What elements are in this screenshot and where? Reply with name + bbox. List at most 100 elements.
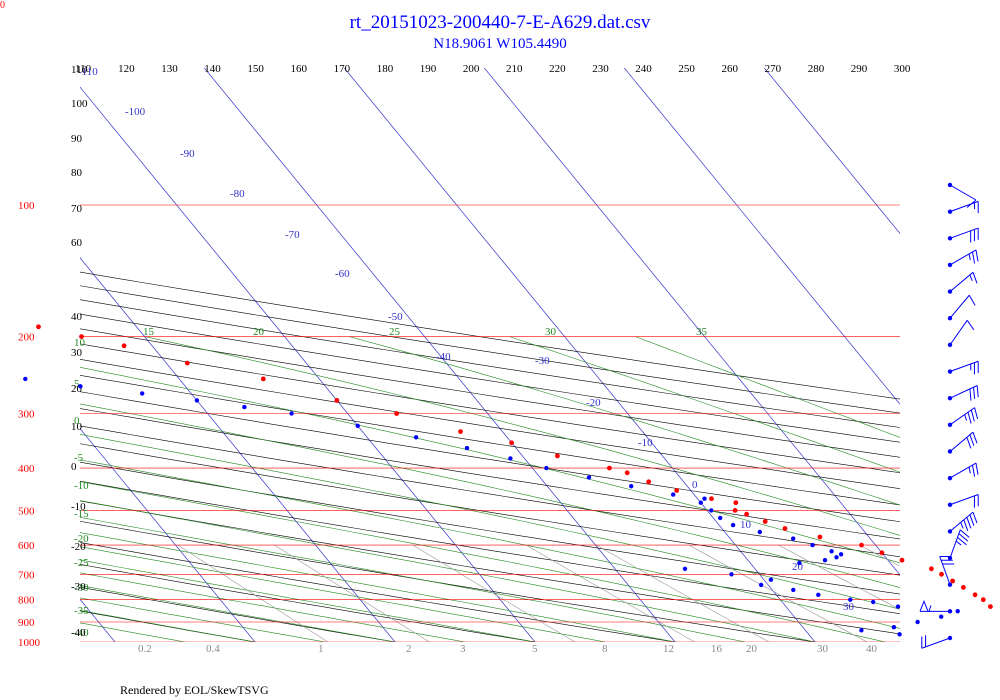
temperature-point [972,592,978,598]
wind-barb-flag [973,229,975,242]
dry-adiabat-line [80,564,537,642]
dewpoint-point [871,599,876,605]
wind-barb-staff [949,200,979,213]
wind-barb-staff [949,511,974,532]
pressure-tick-label: 900 [18,617,35,629]
wind-barb [919,600,953,614]
dewpoint-point [897,632,902,637]
wind-barb-staff [949,360,979,372]
pressure-tick-label: 200 [18,332,35,344]
dewpoint-point [955,609,960,614]
dewpoint-point [810,542,815,548]
potential-temperature-tick-label: 130 [161,63,178,75]
mixing-ratio-label: 0.2 [138,643,152,655]
moist-adiabat-line [80,597,326,642]
wind-barb-flag [976,385,979,398]
temperature-point [939,571,944,577]
dry-adiabat-line [80,520,817,642]
dry-adiabat-line [80,299,900,428]
pressure-tick-label: 700 [18,569,35,581]
isotherm-label: -10 [638,437,653,449]
wind-barb-flag [966,320,975,331]
dewpoint-point [729,572,734,577]
dry-adiabat-left-label: 20 [71,383,83,395]
moist-adiabat-line [80,585,396,642]
wind-barb-half-flag [964,414,968,421]
dewpoint-point [698,500,703,505]
mixing-ratio-label: 3 [460,643,466,655]
potential-temperature-tick-label: 260 [722,63,739,75]
dewpoint-point [355,423,360,428]
mixing-ratio-line [274,544,430,642]
dry-adiabat-line [80,610,257,642]
isotherm-label: -70 [285,229,300,241]
dewpoint-point [829,549,834,554]
dry-adiabat-left-label: 40 [71,311,83,323]
isotherm-label: -90 [180,148,195,160]
moist-adiabat-left-label: -10 [74,480,89,492]
wind-barb-half-flag [928,605,932,612]
isotherm-label: -40 [436,351,451,363]
dewpoint-point [895,604,901,609]
moist-adiabat-left-label: -35 [74,605,89,617]
dewpoint-point [242,404,247,410]
moist-adiabat-line [80,610,256,642]
mixing-ratio-line [596,544,770,642]
wind-barb-flag [939,556,952,558]
mixing-ratio-line [688,544,868,642]
temperature-point [607,465,612,471]
dry-adiabat-line [80,343,900,474]
dry-adiabat-line [80,425,900,558]
temperature-point [260,376,266,382]
moist-adiabat-line [80,532,676,642]
wind-barb-flag [969,434,975,446]
wind-barb-staff [949,249,977,266]
wind-barb-half-flag [968,253,971,261]
wind-barb-staff [949,227,979,239]
wind-barb [947,385,979,401]
mixing-ratio-line [177,544,329,642]
wind-barb-flag [972,251,976,264]
mixing-ratio-line [966,545,1000,642]
wind-barb [947,271,978,294]
wind-barb [947,529,970,561]
moist-adiabat-left-label: 5 [74,378,80,390]
temperature-point [899,557,905,563]
wind-barb-half-flag [968,467,971,474]
temperature-point [961,585,966,590]
temperature-point [121,343,127,349]
chart-title: rt_20151023-200440-7-E-A629.dat.csv [349,12,651,33]
wind-barb-flag [970,230,972,243]
temperature-point [36,324,41,330]
temperature-point [555,453,560,459]
wind-barb [921,635,953,649]
moist-adiabat-left-label: -25 [74,557,89,569]
dry-adiabat-line [80,500,900,635]
mixing-ratio-line [525,544,696,642]
temperature-point [184,360,190,366]
mixing-ratio-label: 0.4 [206,643,220,655]
pressure-tick-label: 400 [18,463,35,475]
mixing-ratio-line [778,544,900,610]
wind-barb-half-flag [973,202,976,210]
dewpoint-point [709,508,714,513]
wind-barb-flag [977,361,979,373]
dry-adiabat-left-label: 10 [71,421,83,433]
moist-adiabat-line [635,336,900,438]
dewpoint-point [464,445,470,451]
isotherm-label: 0 [692,479,698,491]
temperature-point [709,496,714,502]
wind-barb-flag [958,533,969,542]
wind-barb-flag [969,514,975,526]
temperature-point [646,479,652,485]
potential-temperature-tick-label: 180 [377,63,394,75]
temperature-point [509,440,514,446]
wind-barb-flag [973,387,976,399]
wind-barb-flag [921,636,923,649]
wind-barb-flag [972,272,978,284]
isotherm-label: 10 [740,519,752,531]
isotherm-label: -60 [335,268,350,280]
moist-adiabat-label: 35 [696,326,708,338]
pressure-tick-label: 800 [18,595,35,607]
potential-temperature-tick-label: 150 [247,63,264,75]
